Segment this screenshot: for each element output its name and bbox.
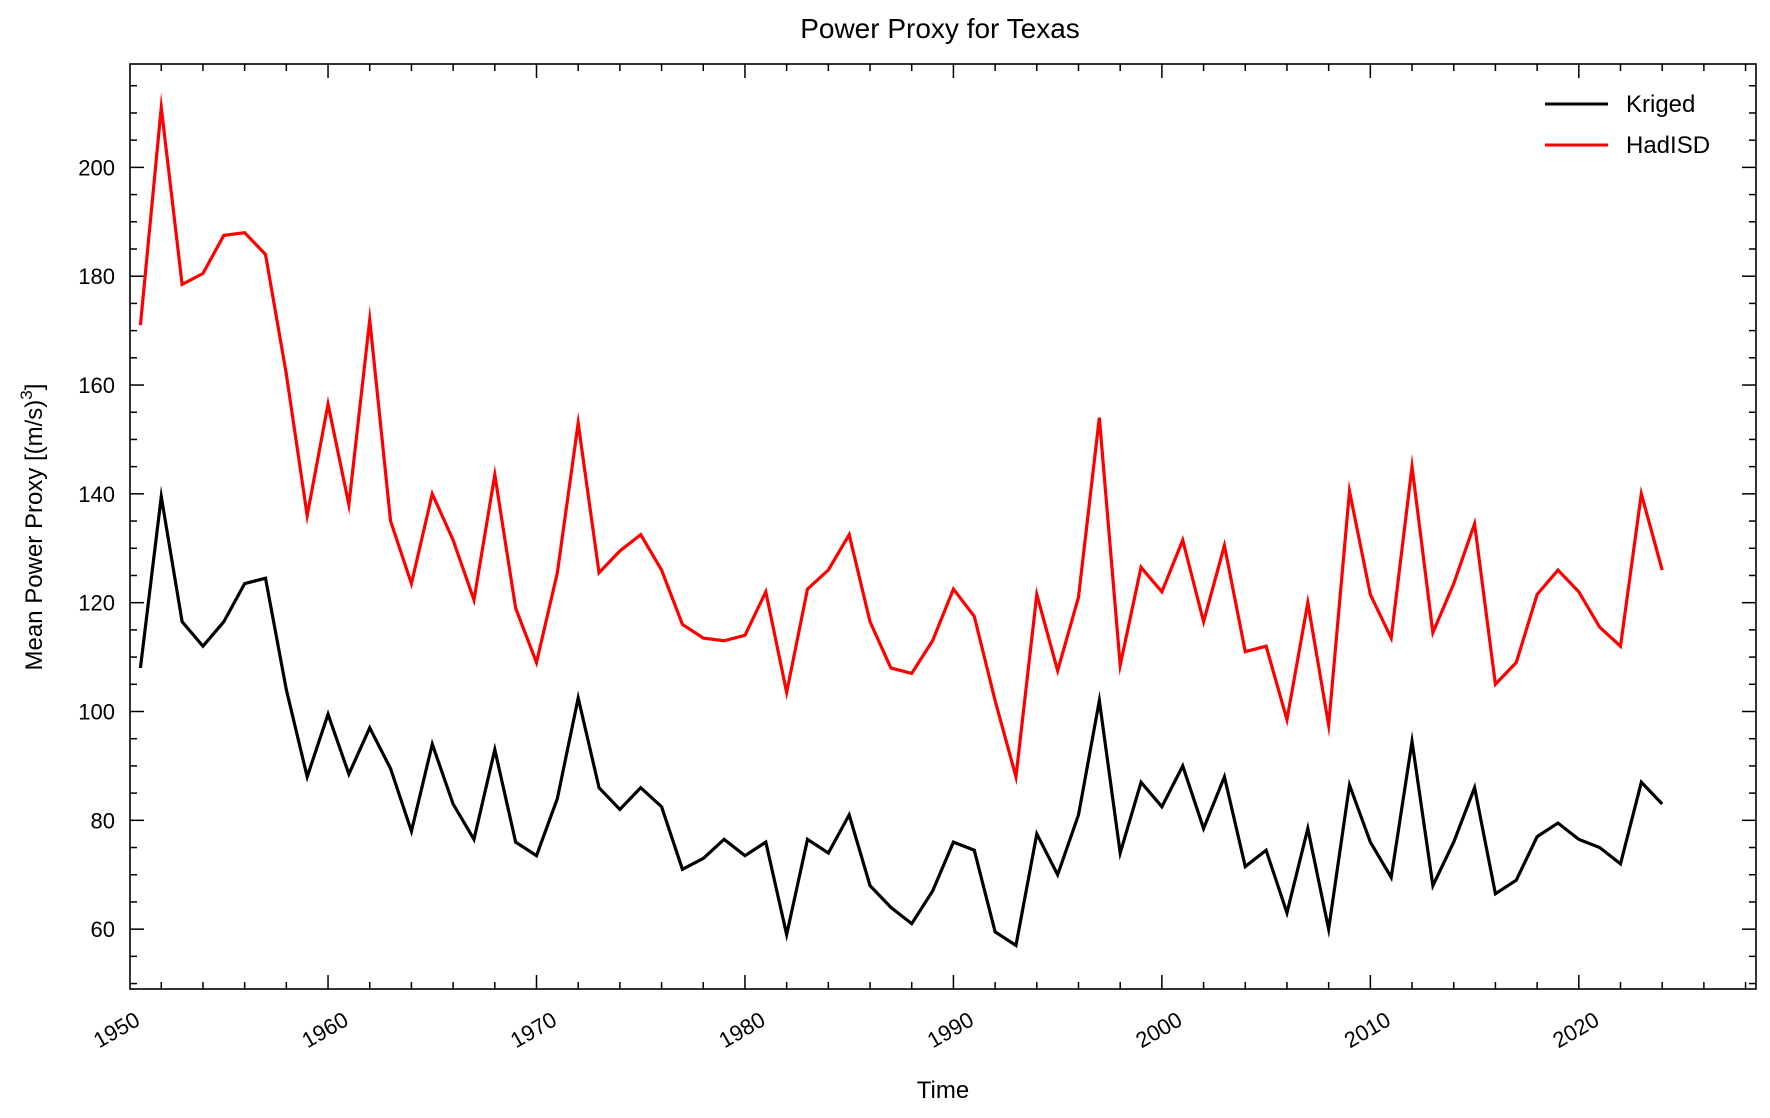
x-tick-label: 1980 [714,1007,769,1053]
y-tick-label: 120 [78,591,115,616]
x-tick-label: 2000 [1131,1007,1186,1053]
x-tick-label: 1960 [298,1007,353,1053]
y-axis-title-superscript: 3 [17,390,36,399]
y-tick-label: 80 [91,808,115,833]
y-axis-title-main: Mean Power Proxy [(m/s) [21,400,48,671]
x-tick-label: 2020 [1548,1007,1603,1053]
legend-label-hadisd: HadISD [1626,132,1710,159]
y-tick-label: 60 [91,917,115,942]
x-axis-title: Time [917,1077,969,1104]
legend-label-kriged: Kriged [1626,91,1695,118]
y-tick-label: 160 [78,373,115,398]
x-tick-label: 1950 [89,1007,144,1053]
y-tick-label: 200 [78,155,115,180]
y-tick-label: 140 [78,482,115,507]
series-layer [138,92,1664,949]
axes-layer: 1950 1960 1970 1980 1990 2000 2010 2020 60 80 100 1… [78,64,1756,1053]
y-axis-title-suffix: ] [21,384,48,391]
x-tick-label: 1970 [506,1007,561,1053]
series-line-hadisd [138,92,1664,786]
chart-title: Power Proxy for Texas [800,13,1080,44]
y-tick-label: 180 [78,264,115,289]
y-tick-label: 100 [78,700,115,725]
series-line-kriged [138,485,1664,949]
y-axis-title: Mean Power Proxy [(m/s)3] [17,384,48,671]
legend: Kriged HadISD [1545,91,1710,159]
x-tick-label: 2010 [1340,1007,1395,1053]
x-tick-label: 1990 [923,1007,978,1053]
plot-area [129,63,1757,990]
